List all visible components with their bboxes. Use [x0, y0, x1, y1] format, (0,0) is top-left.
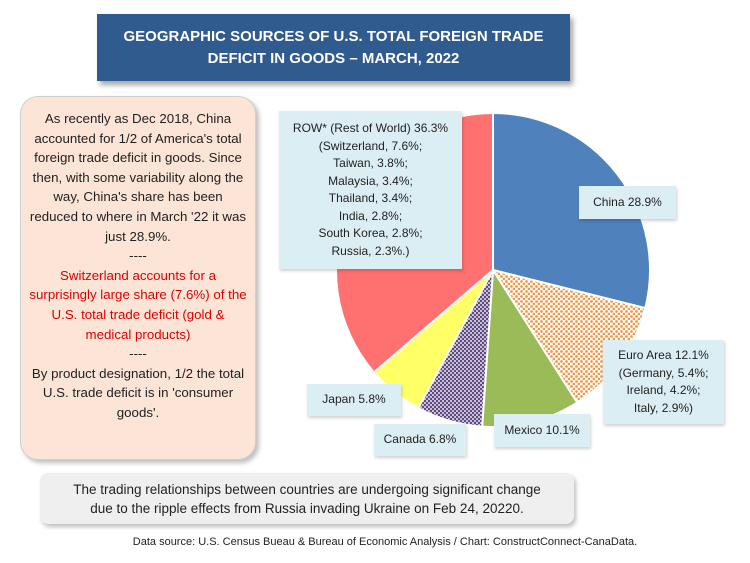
label-line: Euro Area 12.1%: [618, 348, 709, 362]
label-line: Japan 5.8%: [322, 392, 386, 407]
label-line: (Switzerland, 7.6%;: [318, 138, 423, 153]
label-line: South Korea, 2.8%;: [318, 226, 423, 240]
data-source: Data source: U.S. Census Bueau & Bureau …: [132, 536, 638, 548]
label-canada: Canada 6.8%: [374, 424, 466, 456]
label-line: Russia, 2.3%.): [331, 243, 410, 258]
label-china: China 28.9%: [579, 186, 676, 219]
commentary-paragraph-consumer-goods: By product designation, 1/2 the total U.…: [31, 365, 245, 420]
label-row: ROW* (Rest of World) 36.3% (Switzerland, …: [279, 111, 462, 269]
label-line: (Germany, 5.4%;: [618, 365, 709, 380]
label-euro-area: Euro Area 12.1% (Germany, 5.4%; Ireland, 4…: [603, 340, 724, 424]
chart-title-line-1: GEOGRAPHIC SOURCES OF U.S. TOTAL FOREIGN…: [123, 27, 544, 45]
commentary-paragraph-switzerland: Switzerland accounts for a surprisingly …: [29, 267, 247, 342]
label-line: Canada 6.8%: [383, 432, 457, 447]
label-line: Italy, 2.9%): [633, 400, 694, 415]
commentary-separator: ----: [129, 248, 147, 264]
note-box: The trading relationships between countr…: [40, 473, 574, 524]
chart-title-line-2: DEFICIT IN GOODS – MARCH, 2022: [207, 49, 460, 67]
commentary-paragraph-china: As recently as Dec 2018, China accounted…: [29, 111, 247, 244]
label-line: ROW* (Rest of World) 36.3%: [292, 121, 449, 135]
label-line: Mexico 10.1%: [504, 422, 580, 437]
pie-slice-china: [492, 111, 651, 310]
label-line: India, 2.8%;: [338, 208, 403, 223]
commentary-separator: ----: [129, 346, 147, 362]
label-line: Thailand, 3.4%;: [328, 191, 413, 205]
label-line: Ireland, 4.2%;: [626, 383, 701, 397]
commentary-box: As recently as Dec 2018, China accounted…: [20, 96, 256, 460]
label-mexico: Mexico 10.1%: [494, 414, 590, 447]
label-line: Malaysia, 3.4%;: [328, 173, 413, 188]
note-line-1: The trading relationships between countr…: [73, 481, 541, 497]
label-line: Taiwan, 3.8%;: [333, 156, 408, 170]
note-line-2: due to the ripple effects from Russia in…: [90, 500, 524, 516]
label-japan: Japan 5.8%: [307, 384, 401, 416]
label-line: China 28.9%: [593, 194, 662, 209]
chart-title: GEOGRAPHIC SOURCES OF U.S. TOTAL FOREIGN…: [97, 14, 570, 81]
